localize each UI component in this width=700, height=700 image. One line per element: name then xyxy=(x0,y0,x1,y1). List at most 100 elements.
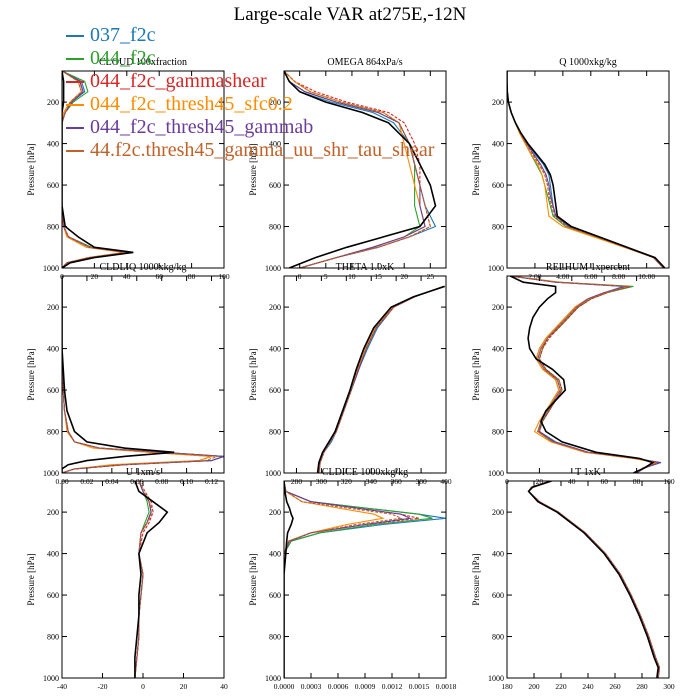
series-line-2 xyxy=(284,481,433,678)
panel-title: THETA 1.0xK xyxy=(336,262,395,273)
series-line-6 xyxy=(510,276,660,473)
panel-title: Q 1000xkg/kg xyxy=(559,57,617,68)
panel-frame xyxy=(61,70,225,269)
y-tick-label: 1000 xyxy=(488,674,504,683)
y-tick-label: 600 xyxy=(47,181,59,190)
series-line-5 xyxy=(62,71,127,268)
y-axis-label: Pressure [hPa] xyxy=(471,348,481,400)
y-tick-label: 400 xyxy=(492,345,504,354)
x-tick-label: 20 xyxy=(180,682,188,691)
legend-label: 044_f2c_thresh45_sfc0.2 xyxy=(90,93,293,115)
series-line-1 xyxy=(318,285,444,473)
series-line-3 xyxy=(507,71,664,268)
y-tick-label: 800 xyxy=(492,633,504,642)
y-tick-label: 600 xyxy=(269,181,281,190)
series-line-7 xyxy=(509,276,655,473)
panel-title: CLDLIQ 1000xkg/kg xyxy=(100,262,187,273)
y-tick-label: 200 xyxy=(492,98,504,107)
series-line-5 xyxy=(507,71,664,268)
series-line-3 xyxy=(284,71,431,268)
y-tick-label: 200 xyxy=(47,98,59,107)
y-tick-label: 600 xyxy=(47,386,59,395)
series-line-7 xyxy=(134,481,169,678)
series-line-1 xyxy=(507,71,664,268)
y-tick-label: 400 xyxy=(47,550,59,559)
legend-label: 44.f2c.thresh45_gamma_uu_shr_tau_shear xyxy=(90,139,435,161)
series-line-1 xyxy=(284,71,437,268)
y-tick-label: 200 xyxy=(269,98,281,107)
y-axis-label: Pressure [hPa] xyxy=(471,553,481,605)
y-tick-label: 1000 xyxy=(488,264,504,273)
panel-title: CLDICE 1000xkg/kg xyxy=(322,467,408,478)
series-line-4 xyxy=(62,276,212,473)
y-tick-label: 400 xyxy=(47,345,59,354)
series-line-4 xyxy=(527,481,661,678)
panel-frame xyxy=(506,275,670,474)
series-line-6 xyxy=(527,481,661,678)
y-axis-label: Pressure [hPa] xyxy=(471,143,481,195)
panel-title: RELHUM 1xpercent xyxy=(546,262,630,273)
x-tick-label: 300 xyxy=(663,682,675,691)
series-line-1 xyxy=(284,481,446,678)
y-tick-label: 800 xyxy=(269,223,281,232)
x-tick-label: 0.0012 xyxy=(382,682,403,691)
x-tick-label: 200 xyxy=(528,682,540,691)
series-line-4 xyxy=(284,481,385,678)
legend-label: 044_f2c_gammashear xyxy=(90,70,267,92)
legend-label: 037_f2c xyxy=(90,24,156,46)
y-tick-label: 400 xyxy=(269,550,281,559)
x-tick-label: 260 xyxy=(609,682,621,691)
series-line-4 xyxy=(507,71,664,268)
y-tick-label: 400 xyxy=(269,345,281,354)
series-line-2 xyxy=(510,276,660,473)
y-tick-label: 800 xyxy=(47,223,59,232)
y-axis-label: Pressure [hPa] xyxy=(248,348,258,400)
y-axis-label: Pressure [hPa] xyxy=(248,553,258,605)
legend-label: 044_f2c xyxy=(90,47,156,69)
y-tick-label: 600 xyxy=(492,591,504,600)
series-line-6 xyxy=(62,276,218,473)
y-tick-label: 200 xyxy=(47,508,59,517)
series-line-6 xyxy=(284,71,431,268)
series-line-1 xyxy=(510,276,662,473)
series-line-3 xyxy=(527,481,661,678)
x-tick-label: 280 xyxy=(636,682,648,691)
y-tick-label: 600 xyxy=(269,591,281,600)
series-line-7 xyxy=(284,481,294,678)
x-tick-label: -40 xyxy=(57,682,67,691)
y-tick-label: 200 xyxy=(269,508,281,517)
series-line-4 xyxy=(510,276,658,473)
y-tick-label: 200 xyxy=(492,508,504,517)
figure-title: Large-scale VAR at275E,-12N xyxy=(233,4,467,25)
series-line-5 xyxy=(62,276,224,473)
y-axis-label: Pressure [hPa] xyxy=(26,143,36,195)
x-tick-label: 0.0003 xyxy=(301,682,322,691)
y-tick-label: 1000 xyxy=(265,264,281,273)
y-tick-label: 600 xyxy=(492,181,504,190)
panel-frame xyxy=(506,70,670,269)
series-line-5 xyxy=(284,481,412,678)
y-tick-label: 1000 xyxy=(488,469,504,478)
series-line-6 xyxy=(284,481,403,678)
x-tick-label: 40 xyxy=(220,682,228,691)
series-line-1 xyxy=(62,276,224,473)
panel-frame xyxy=(283,275,447,474)
panel-frame xyxy=(283,480,447,679)
series-line-6 xyxy=(318,285,444,473)
series-line-5 xyxy=(510,276,662,473)
legend-swatch xyxy=(66,35,84,37)
y-tick-label: 800 xyxy=(47,633,59,642)
series-line-7 xyxy=(316,285,446,473)
y-tick-label: 400 xyxy=(492,140,504,149)
panel-title: U 1xm/s xyxy=(126,467,160,478)
series-line-2 xyxy=(507,71,664,268)
legend-swatch xyxy=(66,104,84,106)
series-line-3 xyxy=(510,276,662,473)
panel-6: RELHUM 1xpercent200400600800100002040608… xyxy=(471,262,675,486)
y-tick-label: 600 xyxy=(47,591,59,600)
